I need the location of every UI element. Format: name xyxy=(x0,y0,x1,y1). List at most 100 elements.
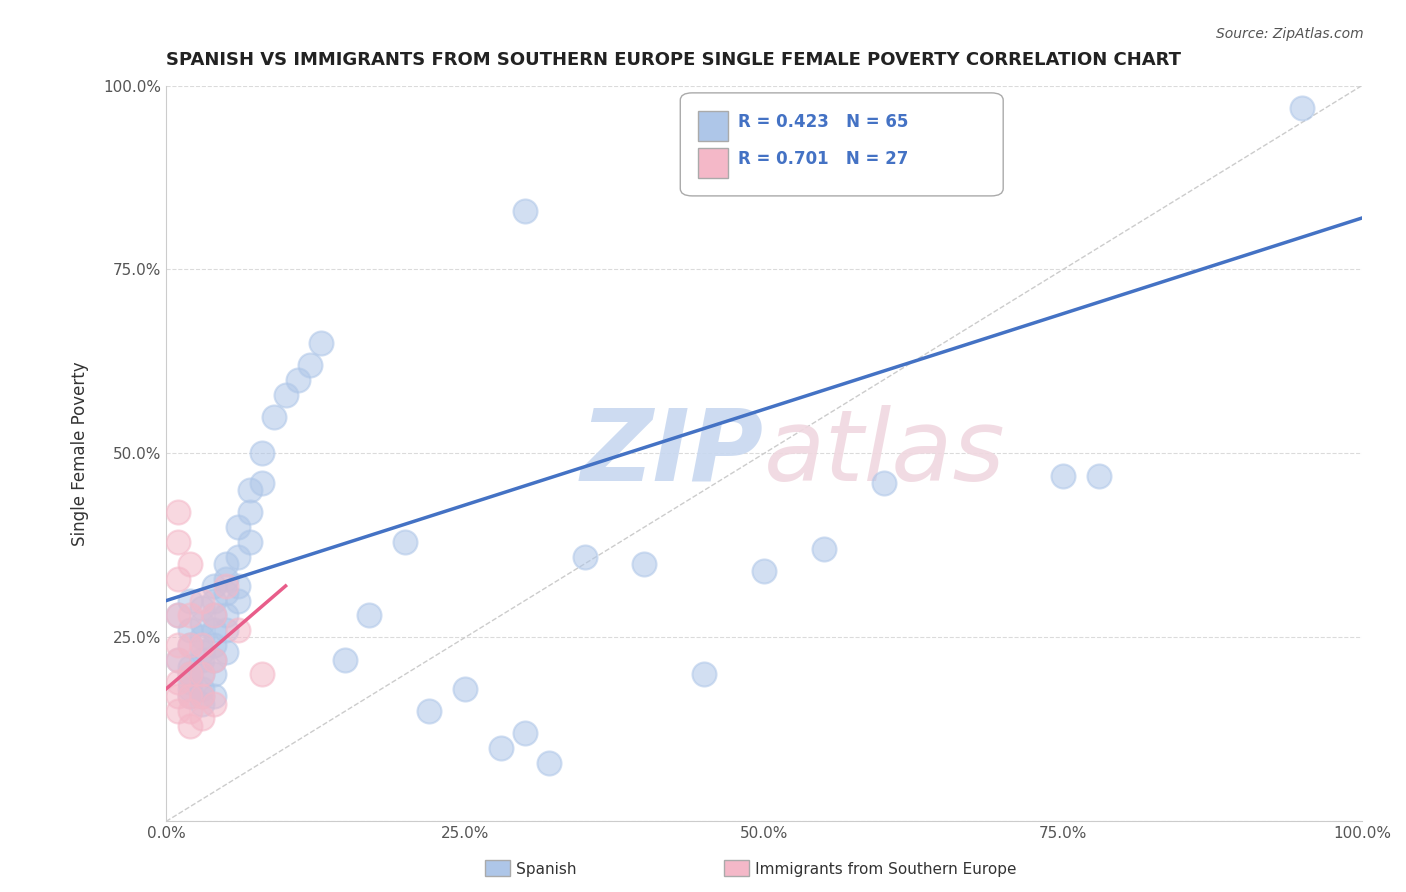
Point xyxy=(179,704,201,718)
Point xyxy=(179,593,201,607)
Point xyxy=(489,740,512,755)
FancyBboxPatch shape xyxy=(699,112,728,141)
Point xyxy=(167,608,190,623)
Point xyxy=(226,520,249,534)
Point xyxy=(215,579,238,593)
Point xyxy=(179,690,201,704)
Point xyxy=(752,564,775,578)
FancyBboxPatch shape xyxy=(681,93,1004,196)
Point xyxy=(239,483,262,498)
Point xyxy=(537,756,560,770)
Point xyxy=(191,681,214,696)
Point xyxy=(179,667,201,681)
Point xyxy=(454,681,477,696)
Point xyxy=(239,505,262,519)
Point xyxy=(167,608,190,623)
Point xyxy=(191,667,214,681)
Point xyxy=(179,681,201,696)
Point xyxy=(179,638,201,652)
Point xyxy=(179,690,201,704)
FancyBboxPatch shape xyxy=(699,148,728,178)
Point xyxy=(215,645,238,659)
Point xyxy=(191,638,214,652)
Point xyxy=(513,726,536,740)
Point xyxy=(191,711,214,725)
Point xyxy=(167,690,190,704)
Point xyxy=(202,638,225,652)
Point xyxy=(418,704,440,718)
Point xyxy=(191,631,214,645)
Point xyxy=(202,593,225,607)
Point xyxy=(1052,468,1074,483)
Point xyxy=(202,579,225,593)
Point xyxy=(250,446,273,460)
Point xyxy=(191,601,214,615)
Point xyxy=(633,557,655,571)
Point xyxy=(239,534,262,549)
Text: □  Spanish: □ Spanish xyxy=(492,863,576,877)
Point xyxy=(335,652,357,666)
Point xyxy=(202,697,225,711)
Point xyxy=(226,593,249,607)
Point xyxy=(1088,468,1111,483)
Point xyxy=(179,623,201,637)
Point xyxy=(202,623,225,637)
Y-axis label: Single Female Poverty: Single Female Poverty xyxy=(72,361,89,546)
Point xyxy=(179,667,201,681)
Point xyxy=(693,667,716,681)
Text: R = 0.423   N = 65: R = 0.423 N = 65 xyxy=(738,113,908,131)
Point xyxy=(191,667,214,681)
Point xyxy=(191,645,214,659)
Point xyxy=(167,652,190,666)
Point xyxy=(215,608,238,623)
Point xyxy=(287,373,309,387)
Text: R = 0.701   N = 27: R = 0.701 N = 27 xyxy=(738,150,908,168)
Point xyxy=(179,674,201,689)
Point xyxy=(179,660,201,674)
Text: ZIP: ZIP xyxy=(581,405,763,502)
Point xyxy=(167,652,190,666)
Point xyxy=(191,615,214,630)
Point xyxy=(179,557,201,571)
Point xyxy=(263,409,285,424)
Point xyxy=(215,623,238,637)
Point xyxy=(191,652,214,666)
Point xyxy=(167,505,190,519)
Point xyxy=(191,593,214,607)
Point xyxy=(513,203,536,218)
Point xyxy=(215,586,238,600)
Point xyxy=(167,638,190,652)
Text: SPANISH VS IMMIGRANTS FROM SOUTHERN EUROPE SINGLE FEMALE POVERTY CORRELATION CHA: SPANISH VS IMMIGRANTS FROM SOUTHERN EURO… xyxy=(166,51,1181,69)
Point xyxy=(167,572,190,586)
Point xyxy=(311,336,333,351)
Point xyxy=(226,579,249,593)
Point xyxy=(215,572,238,586)
Point xyxy=(215,557,238,571)
Point xyxy=(179,608,201,623)
Point xyxy=(167,674,190,689)
Point xyxy=(394,534,416,549)
Point xyxy=(872,475,894,490)
Point xyxy=(250,475,273,490)
Point xyxy=(179,638,201,652)
Point xyxy=(167,704,190,718)
Point xyxy=(191,690,214,704)
Point xyxy=(359,608,381,623)
Point xyxy=(813,542,835,557)
Point xyxy=(298,358,321,372)
Point xyxy=(226,549,249,564)
Point xyxy=(179,719,201,733)
Point xyxy=(274,387,297,401)
Point xyxy=(202,667,225,681)
Text: atlas: atlas xyxy=(763,405,1005,502)
Text: □  Immigrants from Southern Europe: □ Immigrants from Southern Europe xyxy=(731,863,1017,877)
Point xyxy=(226,623,249,637)
Point xyxy=(250,667,273,681)
Point xyxy=(202,652,225,666)
Point xyxy=(574,549,596,564)
Point xyxy=(167,534,190,549)
Point xyxy=(202,690,225,704)
Point xyxy=(191,690,214,704)
Text: Source: ZipAtlas.com: Source: ZipAtlas.com xyxy=(1216,27,1364,41)
Point xyxy=(202,608,225,623)
